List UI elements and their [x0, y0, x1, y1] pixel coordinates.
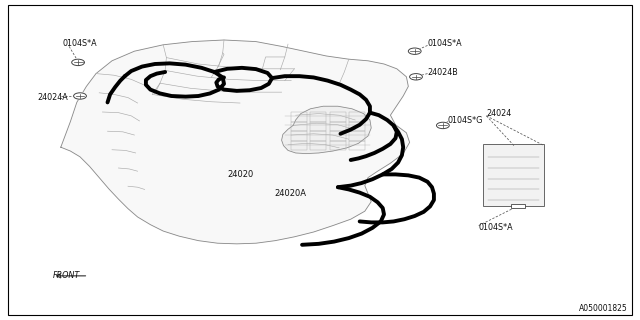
Bar — [310, 131, 326, 141]
Bar — [349, 112, 365, 122]
Bar — [511, 204, 525, 208]
Bar — [310, 141, 326, 150]
Circle shape — [410, 74, 422, 80]
Text: 0104S*A: 0104S*A — [428, 39, 462, 48]
Bar — [310, 122, 326, 131]
Text: 24020A: 24020A — [274, 189, 306, 198]
Text: A050001825: A050001825 — [579, 304, 627, 313]
Bar — [310, 112, 326, 122]
Text: 24024B: 24024B — [428, 68, 458, 76]
Circle shape — [74, 93, 86, 99]
Bar — [291, 112, 307, 122]
Polygon shape — [282, 106, 371, 154]
Text: FRONT: FRONT — [53, 271, 81, 280]
Bar — [349, 122, 365, 131]
Bar — [291, 131, 307, 141]
Text: 0104S*A: 0104S*A — [479, 223, 513, 232]
Text: 0104S*G: 0104S*G — [448, 116, 483, 124]
Bar — [349, 141, 365, 150]
Bar — [291, 141, 307, 150]
Text: 24024: 24024 — [486, 109, 511, 118]
Bar — [291, 122, 307, 131]
Bar — [330, 112, 346, 122]
Circle shape — [408, 48, 421, 54]
Bar — [349, 131, 365, 141]
Circle shape — [72, 59, 84, 66]
Text: 24024A: 24024A — [37, 93, 68, 102]
Polygon shape — [61, 40, 410, 244]
Text: 24020: 24020 — [227, 170, 253, 179]
Text: 0104S*A: 0104S*A — [63, 39, 97, 48]
Bar — [483, 144, 544, 206]
Bar — [330, 141, 346, 150]
Bar — [330, 131, 346, 141]
Bar — [330, 122, 346, 131]
Circle shape — [436, 122, 449, 129]
